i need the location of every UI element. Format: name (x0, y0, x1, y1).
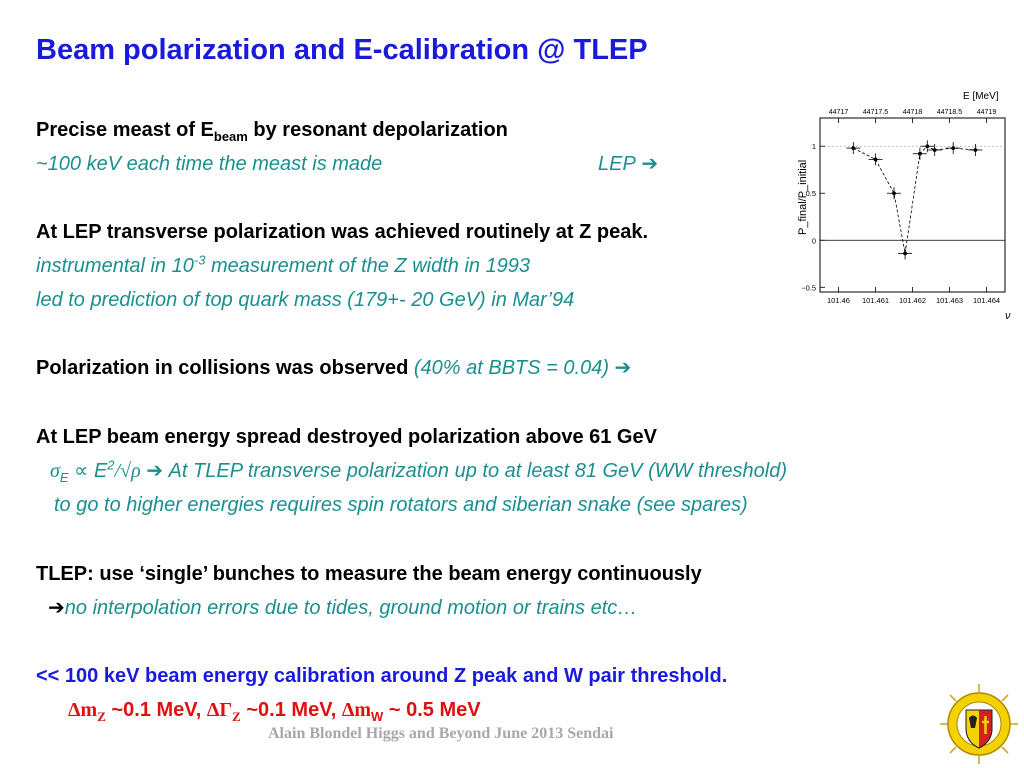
b4-div: /√ρ (114, 460, 141, 482)
b1-lep-label: LEP (598, 153, 636, 175)
b1-head-text: Precise meast of E (36, 119, 214, 141)
b2-head: At LEP transverse polarization was achie… (36, 221, 649, 243)
top-tick-label: 44719 (977, 109, 997, 116)
b6-dmw: Δm (341, 699, 372, 721)
b6-v1: ~0.1 MeV, (105, 699, 207, 721)
b4-sigma: σ (50, 460, 60, 482)
top-axis-label: E [MeV] (963, 91, 999, 102)
right-arrow-icon: ➔ (609, 357, 632, 379)
b6-z: Z (97, 709, 106, 724)
data-point (873, 157, 878, 162)
data-point (892, 191, 896, 196)
depolarization-plot: E [MeV] 101.46 101.461 101.462 101.463 101.4… (797, 91, 1011, 322)
y-axis-label: P_final/P_initial (797, 160, 809, 235)
b6-v2: ~0.1 MeV, (240, 699, 342, 721)
b4-sigsub: E (59, 470, 69, 485)
b4-esup: 2 (107, 457, 115, 473)
b5-head: TLEP: use ‘single’ bunches to measure th… (36, 563, 702, 585)
data-point (903, 251, 907, 256)
footer-credit: Alain Blondel Higgs and Beyond June 2013… (268, 725, 614, 742)
b2-line2: instrumental in 10-3 measurement of the … (36, 252, 531, 278)
b1-head-text2: by resonant depolarization (247, 119, 508, 141)
top-tick-label: 44718.5 (937, 109, 962, 116)
b6-head: << 100 keV beam energy calibration aroun… (36, 665, 728, 687)
right-arrow-icon: ➔ (140, 460, 163, 482)
b1-line2: ~100 keV each time the meast is made (36, 153, 383, 175)
data-point (925, 144, 930, 149)
b3-note: (40% at BBTS = 0.04) (413, 357, 609, 379)
data-point (951, 146, 956, 150)
b4-prop: ∝ (68, 460, 94, 482)
b6-dm: Δm (68, 699, 98, 721)
data-point (851, 146, 856, 150)
b6-z2: Z (232, 709, 241, 724)
b2-l2b: measurement of the Z width in 1993 (205, 255, 531, 277)
data-point (973, 148, 978, 152)
b6-dg: ΔΓ (206, 699, 233, 721)
x-tick-label: 101.461 (862, 296, 889, 305)
top-tick-label: 44717.5 (863, 109, 888, 116)
b4-text: At TLEP transverse polarization up to at… (163, 460, 787, 482)
b5-text: no interpolation errors due to tides, gr… (64, 597, 638, 619)
y-tick-label: 0 (812, 236, 816, 245)
b4-head: At LEP beam energy spread destroyed pola… (36, 426, 657, 448)
b1-head: Precise meast of Ebeam by resonant depol… (36, 118, 508, 144)
slide-title: Beam polarization and E-calibration @ TL… (36, 34, 648, 66)
right-arrow-icon: ➔ (635, 153, 659, 175)
fit-curve (853, 145, 976, 254)
plot-border (819, 117, 1006, 293)
b2-l2a: instrumental in 10 (36, 255, 194, 277)
y-tick-label: −0.5 (801, 283, 816, 292)
b1-head-sub: beam (213, 129, 248, 144)
data-point (932, 148, 937, 152)
y-tick-label: 0.5 (806, 189, 816, 198)
b3-head: Polarization in collisions was observed (36, 357, 414, 379)
x-tick-label: 101.46 (827, 296, 850, 305)
b4-line3: to go to higher energies requires spin r… (54, 494, 748, 516)
b4-e: E (93, 460, 108, 482)
x-tick-label: 101.463 (936, 296, 963, 305)
x-tick-label: 101.464 (973, 296, 1000, 305)
b5-line2: ➔no interpolation errors due to tides, g… (48, 596, 637, 620)
top-tick-label: 44718 (903, 109, 923, 116)
x-axis-label: ν (1005, 310, 1011, 322)
plot-content (846, 140, 983, 260)
b6-v3: ~ 0.5 MeV (383, 699, 481, 721)
b2-l2exp: -3 (193, 252, 206, 268)
university-seal-logo (940, 684, 1018, 764)
plot-frame: 101.46 101.461 101.462 101.463 101.464 44717 4… (801, 109, 1006, 305)
b6-w: W (371, 709, 384, 724)
b2-line3: led to prediction of top quark mass (179… (36, 289, 575, 311)
b3-line: Polarization in collisions was observed … (36, 356, 631, 380)
b4-line2: σE ∝ E2/√ρ ➔ At TLEP transverse polariza… (50, 457, 787, 485)
top-tick-label: 44717 (829, 109, 849, 116)
x-tick-label: 101.462 (899, 296, 926, 305)
data-point (918, 151, 922, 156)
right-arrow-icon: ➔ (48, 597, 65, 619)
b1-lep: LEP ➔ (598, 152, 658, 176)
y-tick-label: 1 (812, 142, 816, 151)
b6-line2: ΔmZ ~0.1 MeV, ΔΓZ ~0.1 MeV, ΔmW ~ 0.5 Me… (68, 698, 481, 724)
